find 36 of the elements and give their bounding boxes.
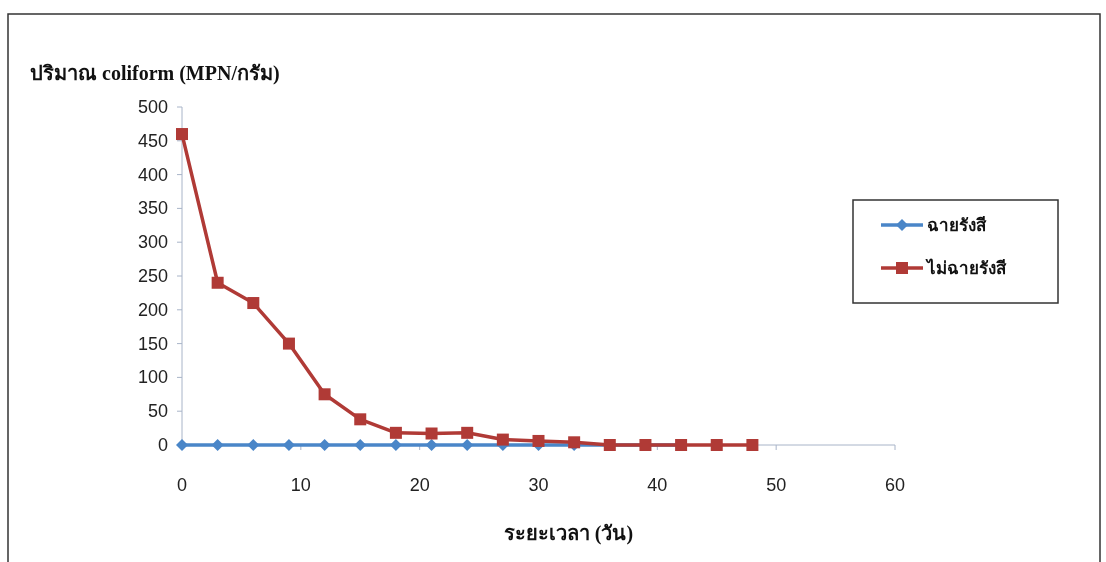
- point: [710, 439, 723, 451]
- y-tick-label: 250: [137, 266, 168, 286]
- legend-label: ไม่ฉายรังสี: [925, 258, 1007, 278]
- point: [318, 388, 331, 401]
- x-axis-title: ระยะเวลา (วัน): [503, 522, 634, 545]
- y-tick-label: 150: [137, 333, 168, 354]
- x-tick-label: 0: [176, 475, 188, 495]
- point: [282, 337, 295, 350]
- y-tick-label: 50: [147, 401, 168, 422]
- y-tick-label: 200: [137, 299, 168, 320]
- point: [176, 439, 188, 451]
- y-tick-label: 300: [137, 232, 168, 253]
- y-tick-label: 100: [137, 367, 168, 388]
- point: [176, 128, 188, 141]
- x-tick-label: 40: [647, 475, 668, 495]
- point: [389, 426, 402, 439]
- y-tick-label: 0: [157, 435, 168, 455]
- x-tick-label: 60: [884, 475, 906, 495]
- legend-label: ฉายรังสี: [927, 215, 987, 235]
- y-tick-label: 350: [137, 198, 168, 219]
- x-tick-label: 20: [409, 475, 430, 495]
- point: [425, 427, 438, 440]
- x-tick-label: 50: [766, 475, 787, 495]
- point: [247, 297, 260, 310]
- y-tick-label: 450: [137, 130, 168, 151]
- point: [211, 276, 224, 289]
- point: [532, 434, 545, 447]
- y-tick-label: 500: [137, 97, 168, 117]
- point: [461, 426, 474, 439]
- x-tick-label: 30: [528, 475, 549, 495]
- y-axis-title: ปริมาณ coliform (MPN/กรัม): [30, 62, 280, 85]
- x-tick-label: 10: [290, 475, 311, 495]
- point: [354, 413, 367, 426]
- point: [496, 433, 509, 446]
- point: [746, 439, 759, 451]
- y-tick-label: 400: [137, 164, 168, 185]
